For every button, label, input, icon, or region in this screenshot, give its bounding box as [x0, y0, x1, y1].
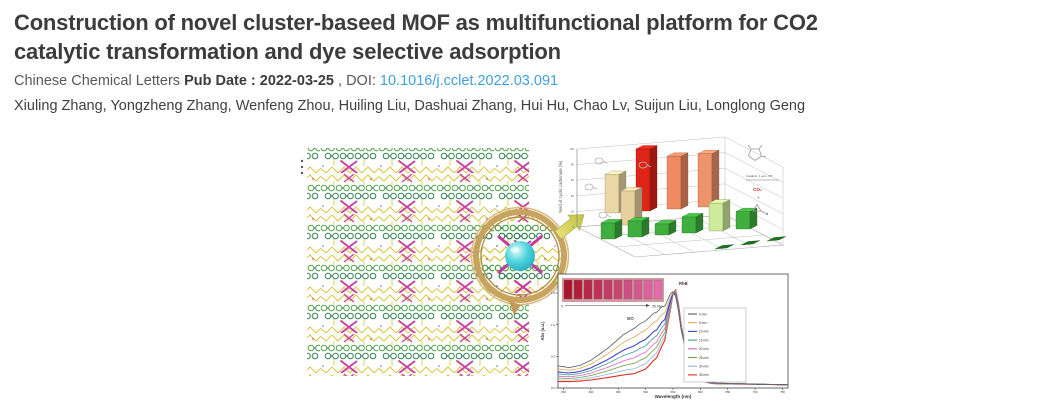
svg-text:1.0: 1.0	[551, 323, 555, 327]
magnifier-tip-icon	[509, 301, 521, 315]
plus-sign: +	[757, 195, 760, 200]
uvvis-spectrum-chart: 350 400 450 500 550 600 650 700 7500.00.51.01.5 …	[540, 273, 789, 399]
svg-text:100: 100	[569, 147, 574, 151]
svg-text:0: 0	[572, 225, 574, 229]
svg-text:400: 400	[588, 390, 593, 394]
bar-chart-ylabel: Yield of cyclic carbonate (%)	[558, 160, 563, 213]
svg-text:550: 550	[671, 390, 676, 394]
svg-text:450: 450	[616, 390, 621, 394]
inset-end-label: 35 min	[652, 305, 662, 309]
separator: ,	[338, 73, 347, 89]
svg-text:25 min: 25 min	[699, 356, 709, 360]
co2-label: CO₂	[753, 187, 762, 192]
authors-line: Xiuling Zhang, Yongzheng Zhang, Wenfeng …	[14, 98, 806, 114]
svg-text:1.5: 1.5	[551, 291, 555, 295]
magnifier-ring-icon	[473, 209, 567, 303]
svg-text:30 min: 30 min	[699, 365, 709, 369]
rhb-peak-label: RhB	[679, 281, 688, 286]
article-header: Construction of novel cluster-baseed MOF…	[14, 8, 1044, 114]
svg-text:0.5: 0.5	[551, 354, 555, 358]
mo-band-label: MO	[627, 316, 634, 321]
svg-text:0.0: 0.0	[551, 386, 555, 390]
svg-text:0 min: 0 min	[699, 312, 707, 316]
svg-text:500: 500	[643, 390, 648, 394]
svg-text:80: 80	[571, 163, 575, 167]
spectrum-ylabel: Abs (a.u.)	[540, 321, 545, 341]
svg-text:60: 60	[571, 178, 575, 182]
magnifier	[470, 206, 570, 315]
molecule-sketches-icon	[584, 157, 652, 219]
reaction-scheme: Catalyst, 1 atm, RT CO₂ +	[746, 144, 779, 215]
svg-text:10 min: 10 min	[699, 330, 709, 334]
doi-link[interactable]: 10.1016/j.cclet.2022.03.091	[379, 73, 559, 89]
pub-date: Pub Date : 2022-03-25	[184, 73, 334, 89]
inset-start-label: 0	[561, 305, 563, 309]
article-title-line-1: Construction of novel cluster-baseed MOF…	[14, 10, 818, 35]
graphical-abstract: 0 20 40 60 80 100 Yield of cyclic carbonate (…	[262, 133, 802, 405]
svg-text:600: 600	[698, 390, 703, 394]
graphical-abstract-svg: 0 20 40 60 80 100 Yield of cyclic carbonate (…	[300, 136, 789, 399]
article-meta: Chinese Chemical Letters Pub Date : 2022…	[14, 73, 1044, 89]
yield-bar-chart: 0 20 40 60 80 100 Yield of cyclic carbonate (…	[558, 136, 787, 258]
svg-text:5 min: 5 min	[699, 321, 707, 325]
journal-name: Chinese Chemical Letters	[14, 73, 181, 89]
svg-text:750: 750	[780, 390, 785, 394]
spectrum-xlabel: Wavelength (nm)	[655, 394, 692, 399]
svg-text:40: 40	[571, 194, 575, 198]
svg-text:35 min: 35 min	[699, 373, 709, 377]
svg-text:15 min: 15 min	[699, 338, 709, 342]
svg-text:20: 20	[571, 209, 575, 213]
guest-sphere-icon	[505, 241, 535, 271]
doi-label: DOI:	[346, 73, 380, 89]
svg-text:650: 650	[725, 390, 730, 394]
reaction-conditions: Catalyst, 1 atm, RT	[746, 174, 773, 178]
svg-text:350: 350	[561, 390, 566, 394]
article-title-line-2: catalytic transformation and dye selecti…	[14, 39, 561, 64]
svg-text:700: 700	[753, 390, 758, 394]
svg-text:20 min: 20 min	[699, 347, 709, 351]
